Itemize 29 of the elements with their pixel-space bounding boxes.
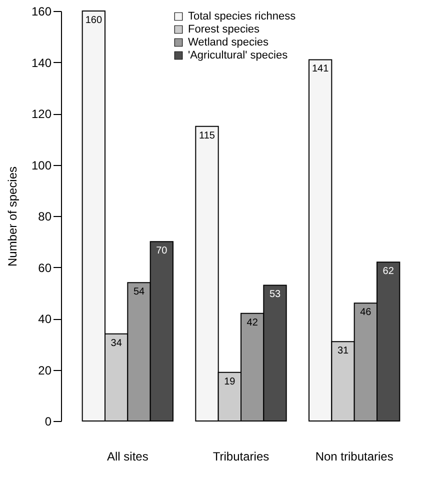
- y-tick-label: 20: [38, 363, 52, 378]
- data-label: 70: [156, 246, 168, 257]
- y-tick-label: 100: [31, 158, 52, 172]
- x-tick-label: Non tributaries: [315, 450, 394, 464]
- data-label: 53: [269, 289, 281, 300]
- data-label: 31: [337, 346, 349, 357]
- data-label: 160: [85, 15, 102, 26]
- y-tick-label: 60: [38, 260, 52, 275]
- y-tick-label: 0: [44, 414, 52, 428]
- y-tick-label: 40: [38, 312, 52, 326]
- data-label: 34: [110, 338, 122, 349]
- y-axis-title: Number of species: [5, 166, 20, 267]
- y-tick-label: 120: [31, 107, 52, 121]
- y-tick-label: 160: [31, 4, 52, 18]
- data-label: 42: [246, 317, 258, 328]
- x-tick-label: All sites: [106, 450, 148, 464]
- data-label: 54: [133, 286, 145, 298]
- data-label: 141: [312, 64, 330, 75]
- y-tick-label: 140: [31, 56, 52, 70]
- legend-label: Forest species: [188, 24, 260, 36]
- legend-label: 'Agricultural' species: [188, 50, 288, 62]
- y-tick-label: 80: [38, 210, 52, 224]
- legend-label: Wetland species: [188, 36, 270, 48]
- data-label: 46: [360, 307, 372, 318]
- x-tick-label: Tributaries: [212, 450, 270, 464]
- legend-label: Total species richness: [188, 10, 296, 22]
- data-label: 19: [224, 376, 236, 388]
- data-label: 62: [382, 266, 394, 278]
- data-label: 115: [199, 130, 216, 142]
